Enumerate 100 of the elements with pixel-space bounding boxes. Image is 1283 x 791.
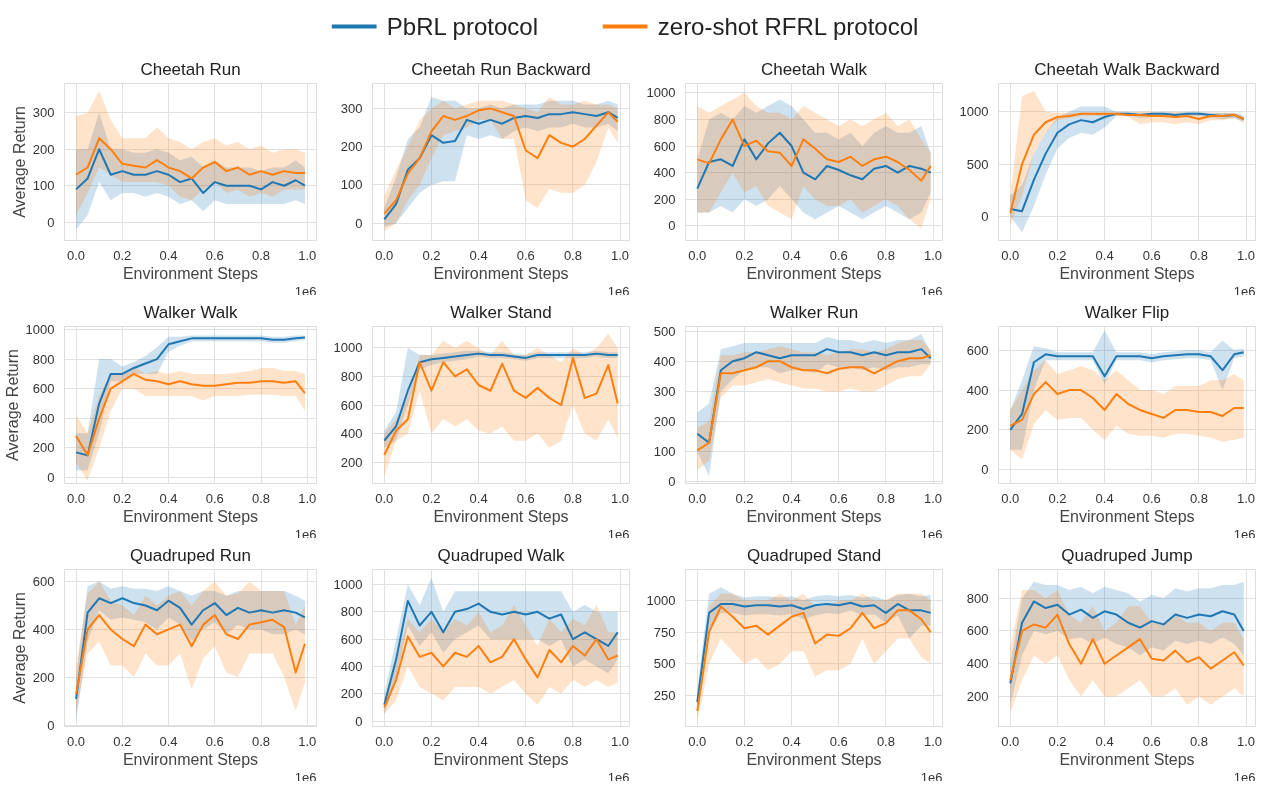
y-tick-label: 200 [966, 422, 989, 438]
x-tick-label: 0.6 [1142, 247, 1161, 263]
x-tick-label: 0.0 [375, 490, 394, 506]
y-tick-label: 250 [653, 688, 676, 704]
x-tick-label: 1.0 [1237, 247, 1256, 263]
y-tick-label: 200 [32, 141, 55, 157]
text: 1e6 [294, 283, 317, 299]
x-tick-label: 0.4 [782, 490, 801, 506]
y-tick-label: 1000 [646, 85, 676, 101]
x-tick-label: 0.6 [516, 733, 535, 749]
x-tick-label: 1.0 [298, 247, 317, 263]
x-tick-label: 1.0 [924, 490, 943, 506]
y-tick-label: 0 [47, 717, 55, 733]
text: 1e6 [920, 769, 943, 785]
x-tick-label: 0.2 [735, 733, 754, 749]
y-tick-label: 500 [966, 156, 989, 172]
x-tick-label: 0.4 [469, 247, 488, 263]
x-tick-label: 0.4 [159, 247, 178, 263]
x-tick-label: 0.4 [469, 490, 488, 506]
x-tick-label: 0.6 [829, 733, 848, 749]
y-tick-label: 200 [340, 686, 363, 702]
y-tick-label: 400 [340, 426, 363, 442]
y-tick-label: 100 [32, 178, 55, 194]
y-tick-label: 800 [340, 604, 363, 620]
y-tick-label: 200 [32, 440, 55, 456]
y-tick-label: 0 [981, 208, 989, 224]
y-tick-label: 300 [340, 100, 363, 116]
x-tick-label: 0.8 [876, 490, 895, 506]
x-tick-label: 0.4 [1095, 733, 1114, 749]
text: 1e6 [920, 283, 943, 299]
y-tick-label: 300 [653, 383, 676, 399]
x-axis-title: Environment Steps [746, 750, 882, 768]
y-tick-label: 1000 [959, 104, 989, 120]
y-tick-label: 600 [340, 631, 363, 647]
chart-title: Walker Flip [1084, 302, 1170, 322]
y-tick-label: 200 [653, 191, 676, 207]
y-tick-label: 400 [653, 165, 676, 181]
x-tick-label: 0.4 [159, 733, 178, 749]
y-tick-label: 400 [966, 382, 989, 398]
y-tick-label: 800 [340, 368, 363, 384]
y-tick-label: 0 [47, 214, 55, 230]
x-tick-label: 1.0 [1237, 490, 1256, 506]
chart-title: Quadruped Walk [437, 545, 565, 565]
x-tick-label: 0.2 [113, 490, 132, 506]
x-tick-label: 0.6 [205, 733, 224, 749]
y-tick-label: 600 [966, 623, 989, 639]
text: 1e6 [294, 526, 317, 542]
y-tick-label: 1000 [333, 577, 363, 593]
x-tick-label: 0.6 [205, 247, 224, 263]
x-axis-title: Environment Steps [1059, 264, 1195, 282]
x-tick-label: 1.0 [924, 247, 943, 263]
text: 1e6 [920, 526, 943, 542]
chart-title: Quadruped Run [130, 545, 251, 565]
x-tick-label: 0.8 [251, 733, 271, 749]
x-tick-label: 0.0 [688, 733, 707, 749]
x-tick-label: 0.2 [1048, 733, 1067, 749]
x-tick-label: 0.6 [516, 490, 535, 506]
x-tick-label: 0.4 [782, 247, 801, 263]
y-tick-label: 600 [340, 397, 363, 413]
y-tick-label: 1000 [646, 592, 676, 608]
y-tick-label: 0 [981, 462, 989, 478]
x-tick-label: 0.0 [67, 247, 86, 263]
y-tick-label: 600 [653, 138, 676, 154]
x-tick-label: 0.0 [1001, 247, 1020, 263]
chart-title: Cheetah Walk Backward [1034, 59, 1220, 79]
x-tick-label: 0.6 [829, 247, 848, 263]
y-axis-title: Average Return [3, 349, 21, 461]
x-tick-label: 0.8 [1189, 733, 1208, 749]
legend-label: PbRL protocol [386, 13, 539, 40]
x-axis-title: Environment Steps [122, 750, 259, 768]
y-tick-label: 200 [653, 414, 676, 430]
x-tick-label: 0.2 [735, 247, 754, 263]
x-tick-label: 0.8 [563, 490, 582, 506]
x-tick-label: 0.6 [829, 490, 848, 506]
y-tick-label: 200 [32, 669, 55, 685]
x-tick-label: 0.6 [205, 490, 224, 506]
text: 1e6 [607, 769, 630, 785]
x-tick-label: 0.8 [1189, 490, 1208, 506]
y-tick-label: 0 [668, 474, 676, 490]
text: 1e6 [1233, 526, 1256, 542]
x-tick-label: 0.8 [563, 247, 582, 263]
x-tick-label: 1.0 [611, 490, 630, 506]
chart-title: Quadruped Jump [1061, 545, 1193, 565]
y-tick-label: 400 [340, 658, 363, 674]
y-tick-label: 800 [966, 590, 989, 606]
chart-title: Walker Stand [450, 302, 552, 322]
chart-title: Cheetah Walk [760, 59, 868, 79]
y-axis-title: Average Return [10, 592, 28, 704]
x-tick-label: 1.0 [611, 247, 630, 263]
x-tick-label: 0.8 [563, 733, 582, 749]
x-tick-label: 1.0 [298, 490, 317, 506]
x-axis-title: Environment Steps [1059, 750, 1195, 768]
text: 1e6 [1233, 283, 1256, 299]
x-tick-label: 0.4 [1095, 490, 1114, 506]
x-axis-title: Environment Steps [122, 264, 259, 282]
y-tick-label: 1000 [25, 321, 55, 337]
x-tick-label: 0.0 [67, 733, 86, 749]
x-tick-label: 0.4 [782, 733, 801, 749]
x-tick-label: 0.4 [1095, 247, 1114, 263]
y-tick-label: 0 [355, 713, 363, 729]
